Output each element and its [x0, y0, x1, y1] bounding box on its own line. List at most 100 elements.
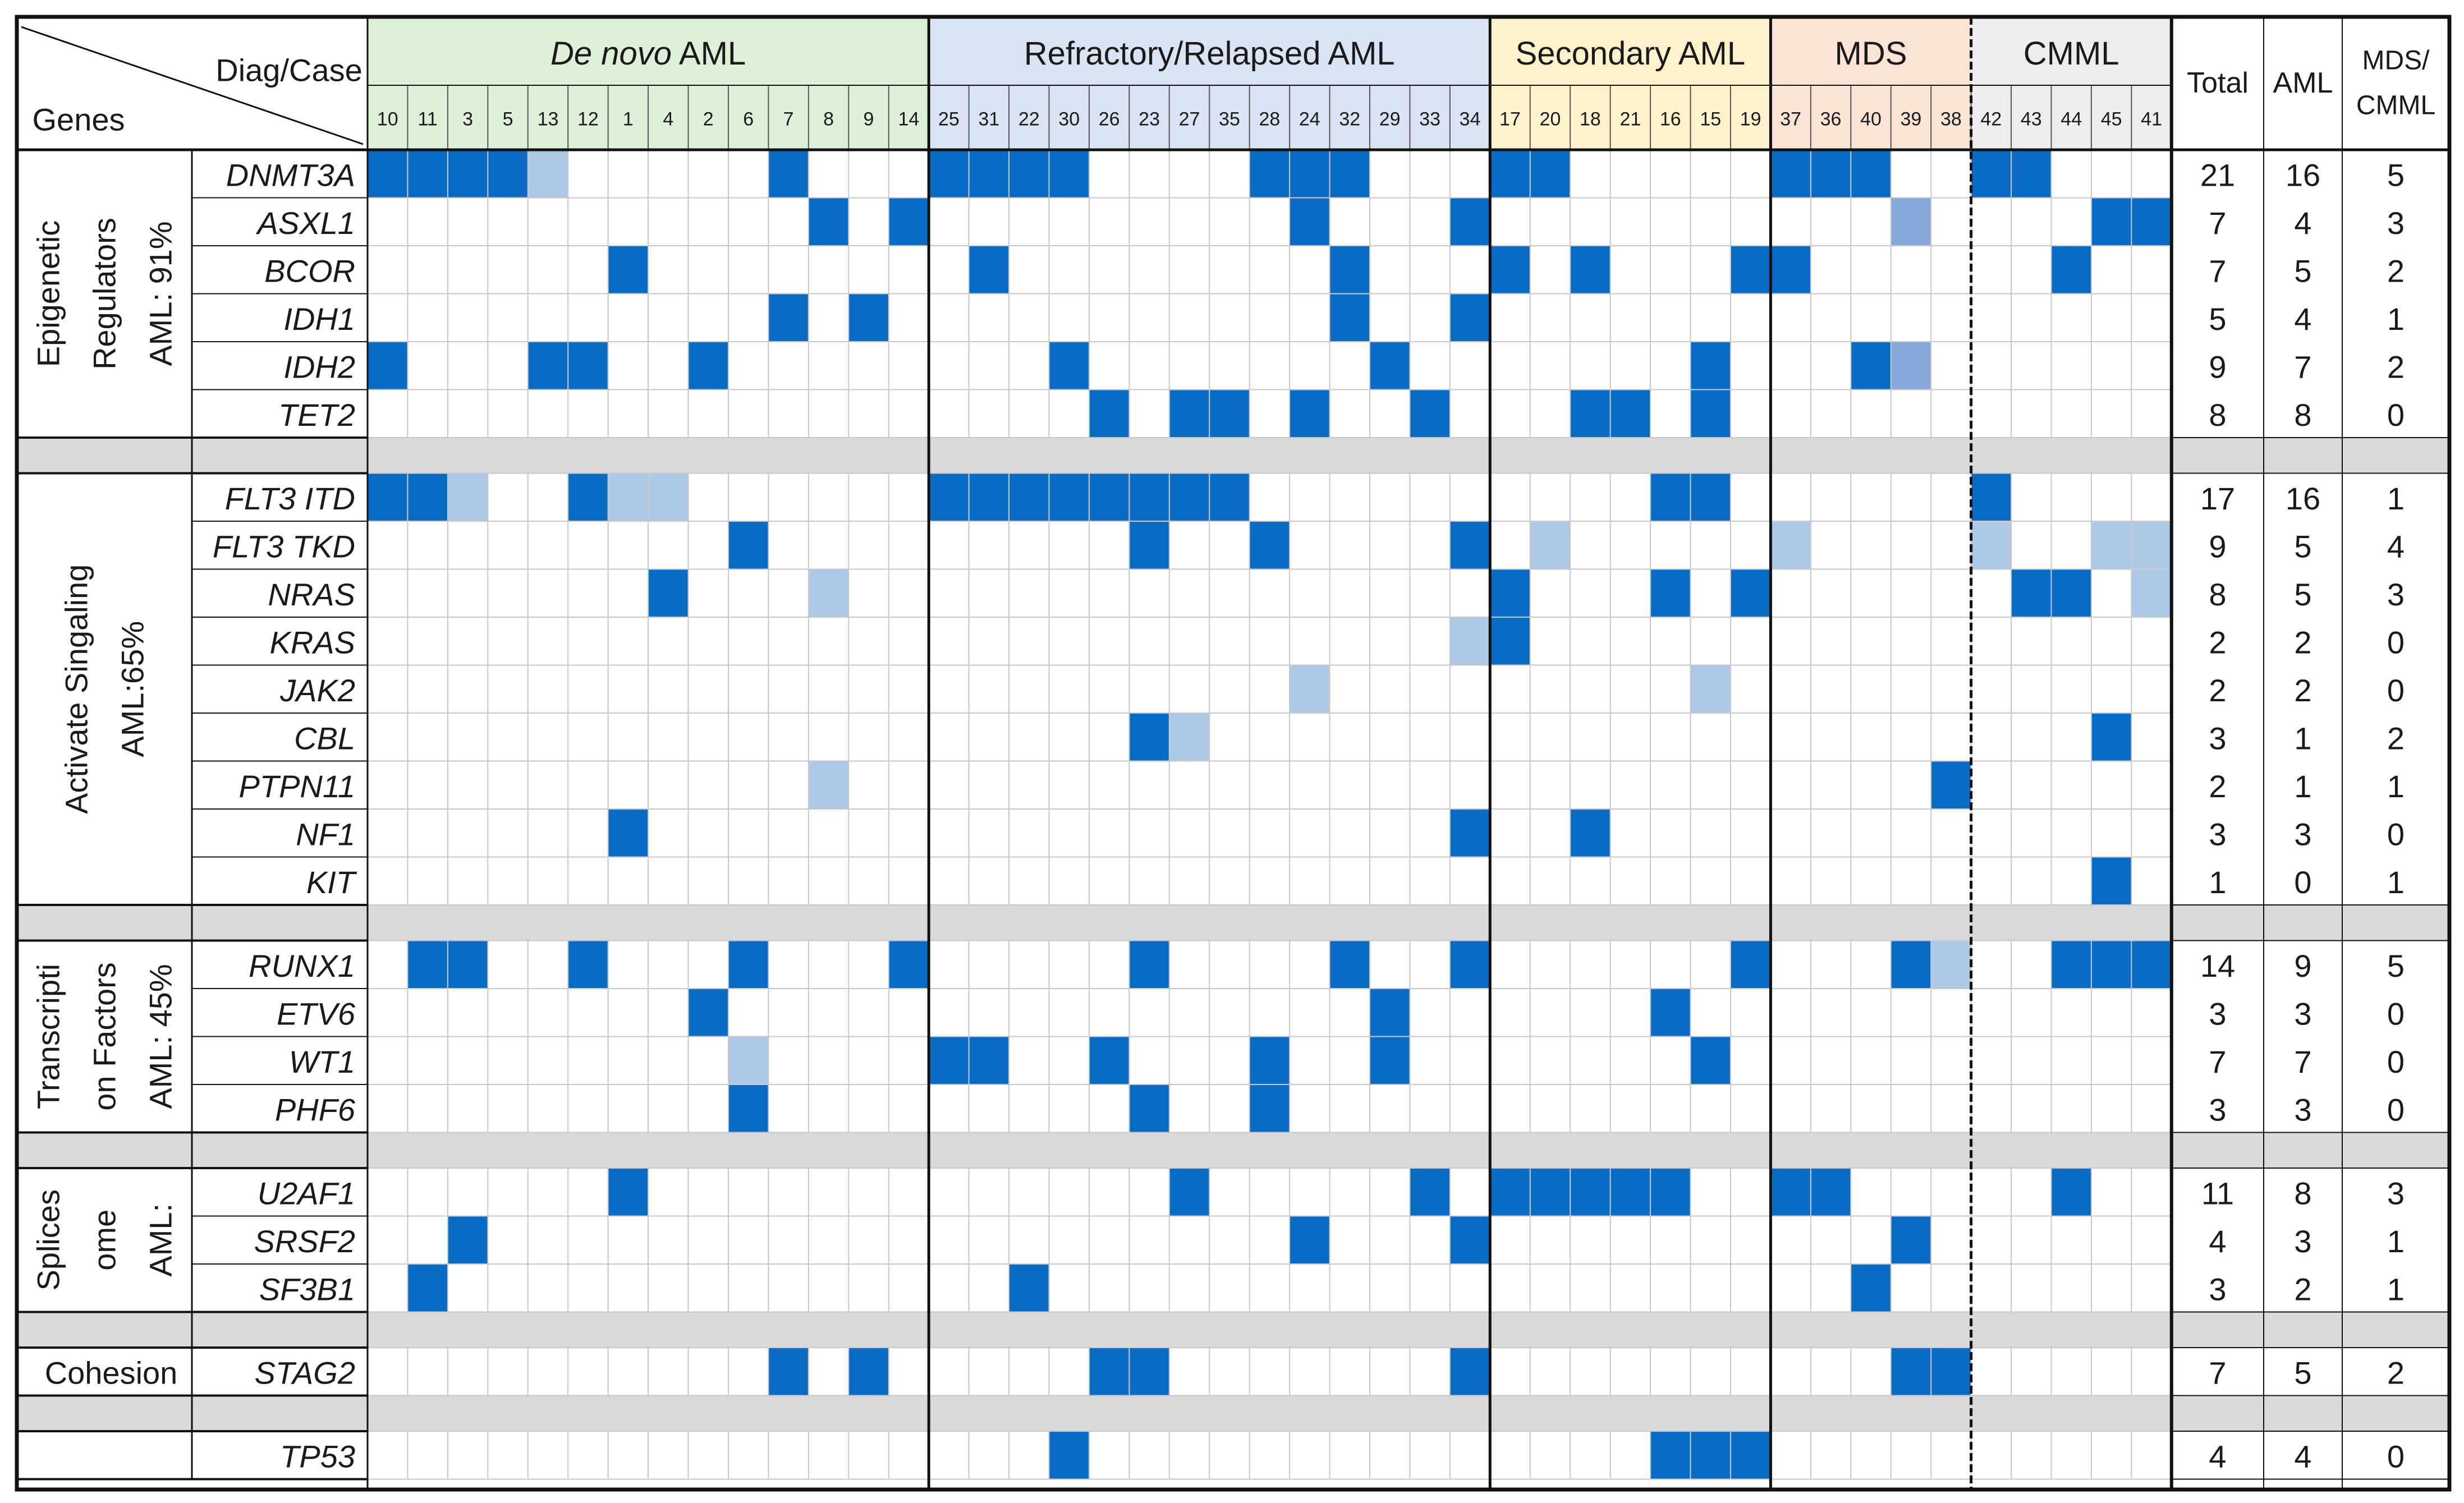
aml-column-header: AML [2273, 67, 2333, 99]
case-id-label: 3 [462, 109, 473, 130]
mutation-cell [1971, 473, 2012, 521]
case-id-label: 15 [1700, 109, 1721, 130]
case-id-label: 5 [503, 109, 513, 130]
diagnosis-group-title-text: CMML [2023, 35, 2119, 72]
mutation-cell [1329, 246, 1370, 294]
aml-count: 2 [2294, 1271, 2311, 1307]
case-id-label: 1 [623, 109, 634, 130]
total-count: 3 [2209, 720, 2226, 756]
mutation-cell [1971, 521, 2012, 569]
case-id-label: 39 [1901, 109, 1922, 130]
mutation-cell [1891, 342, 1931, 390]
gene-name: KRAS [270, 624, 356, 660]
mutation-cell [1249, 1084, 1290, 1133]
background-layer [17, 17, 2449, 1431]
mds-cmml-count: 3 [2387, 577, 2405, 612]
mutation-cell [1650, 989, 1691, 1037]
gene-name: STAG2 [255, 1355, 355, 1390]
mutation-cell [2091, 857, 2132, 905]
total-count: 3 [2209, 996, 2226, 1031]
mds-cmml-count: 2 [2387, 253, 2405, 288]
total-count: 8 [2209, 577, 2226, 612]
mutation-cell [1009, 1264, 1049, 1312]
case-id-label: 36 [1820, 109, 1842, 130]
mutation-cell [1891, 197, 1931, 246]
mutation-cell [1449, 809, 1490, 857]
case-id-label: 26 [1099, 109, 1120, 130]
mutation-cell [1329, 293, 1370, 342]
mutation-cell [1449, 1216, 1490, 1264]
case-id-label: 38 [1940, 109, 1962, 130]
gene-group-label: AML:65% [115, 621, 150, 757]
mutation-cell [888, 940, 929, 989]
mutation-cell [1891, 1216, 1931, 1264]
mutation-cell [608, 809, 649, 857]
mutation-cell [1049, 1431, 1089, 1479]
gene-name: IDH2 [283, 349, 355, 384]
mds-cmml-count: 0 [2387, 816, 2405, 852]
case-id-label: 22 [1018, 109, 1040, 130]
total-count: 7 [2209, 1044, 2226, 1079]
total-count: 14 [2200, 948, 2235, 983]
gene-group-label: AML: [143, 1203, 178, 1277]
group-borders [15, 15, 2452, 1492]
case-id-label: 21 [1619, 109, 1641, 130]
gene-group-label: Splices [31, 1189, 66, 1291]
mds-cmml-count: 1 [2387, 769, 2405, 804]
mds-cmml-count: 3 [2387, 205, 2405, 241]
mds-cmml-count: 1 [2387, 481, 2405, 516]
aml-count: 0 [2294, 865, 2311, 900]
mutation-cell [1129, 713, 1169, 761]
case-id-label: 18 [1580, 109, 1601, 130]
mutation-cell [1490, 246, 1530, 294]
gene-group-label: ome [87, 1210, 122, 1271]
mutation-cell [1650, 569, 1691, 617]
case-id-label: 6 [743, 109, 754, 130]
aml-count: 7 [2294, 1044, 2311, 1079]
mutation-cell [1249, 150, 1370, 198]
mutation-cell [768, 1348, 809, 1396]
gene-name: BCOR [264, 253, 355, 288]
mutation-cell [728, 940, 769, 989]
total-count: 8 [2209, 397, 2226, 433]
mutation-cell [1690, 389, 1731, 438]
case-id-label: 34 [1460, 109, 1481, 130]
aml-count: 9 [2294, 948, 2311, 983]
mutation-cell [1730, 569, 1771, 617]
mutation-cell [1129, 940, 1169, 989]
aml-count: 1 [2294, 720, 2311, 756]
mds-cmml-count: 0 [2387, 1092, 2405, 1127]
case-id-label: 29 [1379, 109, 1401, 130]
total-count: 2 [2209, 624, 2226, 660]
aml-count: 2 [2294, 624, 2311, 660]
diagnosis-group-title: MDS [1835, 35, 1907, 72]
gene-name: FLT3 TKD [213, 528, 355, 564]
case-id-label: 45 [2101, 109, 2122, 130]
group-separator-band [17, 905, 2449, 941]
mds-cmml-count: 2 [2387, 720, 2405, 756]
mds-cmml-column-header: MDS/ [2362, 46, 2430, 76]
gene-group-label: AML: 45% [143, 964, 178, 1109]
total-count: 11 [2201, 1175, 2234, 1211]
mds-cmml-count: 5 [2387, 157, 2405, 192]
mutation-cell [1730, 940, 1771, 989]
mutation-cell [1370, 989, 1410, 1037]
mutation-cell [1410, 389, 1450, 438]
mds-cmml-count: 1 [2387, 1271, 2405, 1307]
aml-count: 3 [2294, 816, 2311, 852]
mutation-cell [1129, 1084, 1169, 1133]
aml-count: 8 [2294, 397, 2311, 433]
total-count: 7 [2209, 205, 2226, 241]
mutation-cell [527, 150, 568, 198]
gene-name: WT1 [289, 1044, 355, 1079]
total-count: 4 [2209, 1438, 2226, 1474]
diagnosis-group-title: Refractory/Relapsed AML [1024, 35, 1395, 72]
diagnosis-group-title-italic: De novo [550, 35, 672, 72]
group-separator-band [17, 1395, 2449, 1431]
mutation-cell [1690, 1036, 1731, 1084]
mutation-cell [1490, 1168, 1691, 1216]
aml-count: 4 [2294, 205, 2311, 241]
aml-count: 5 [2294, 528, 2311, 564]
mutation-cell [969, 246, 1010, 294]
aml-count: 16 [2286, 157, 2320, 192]
